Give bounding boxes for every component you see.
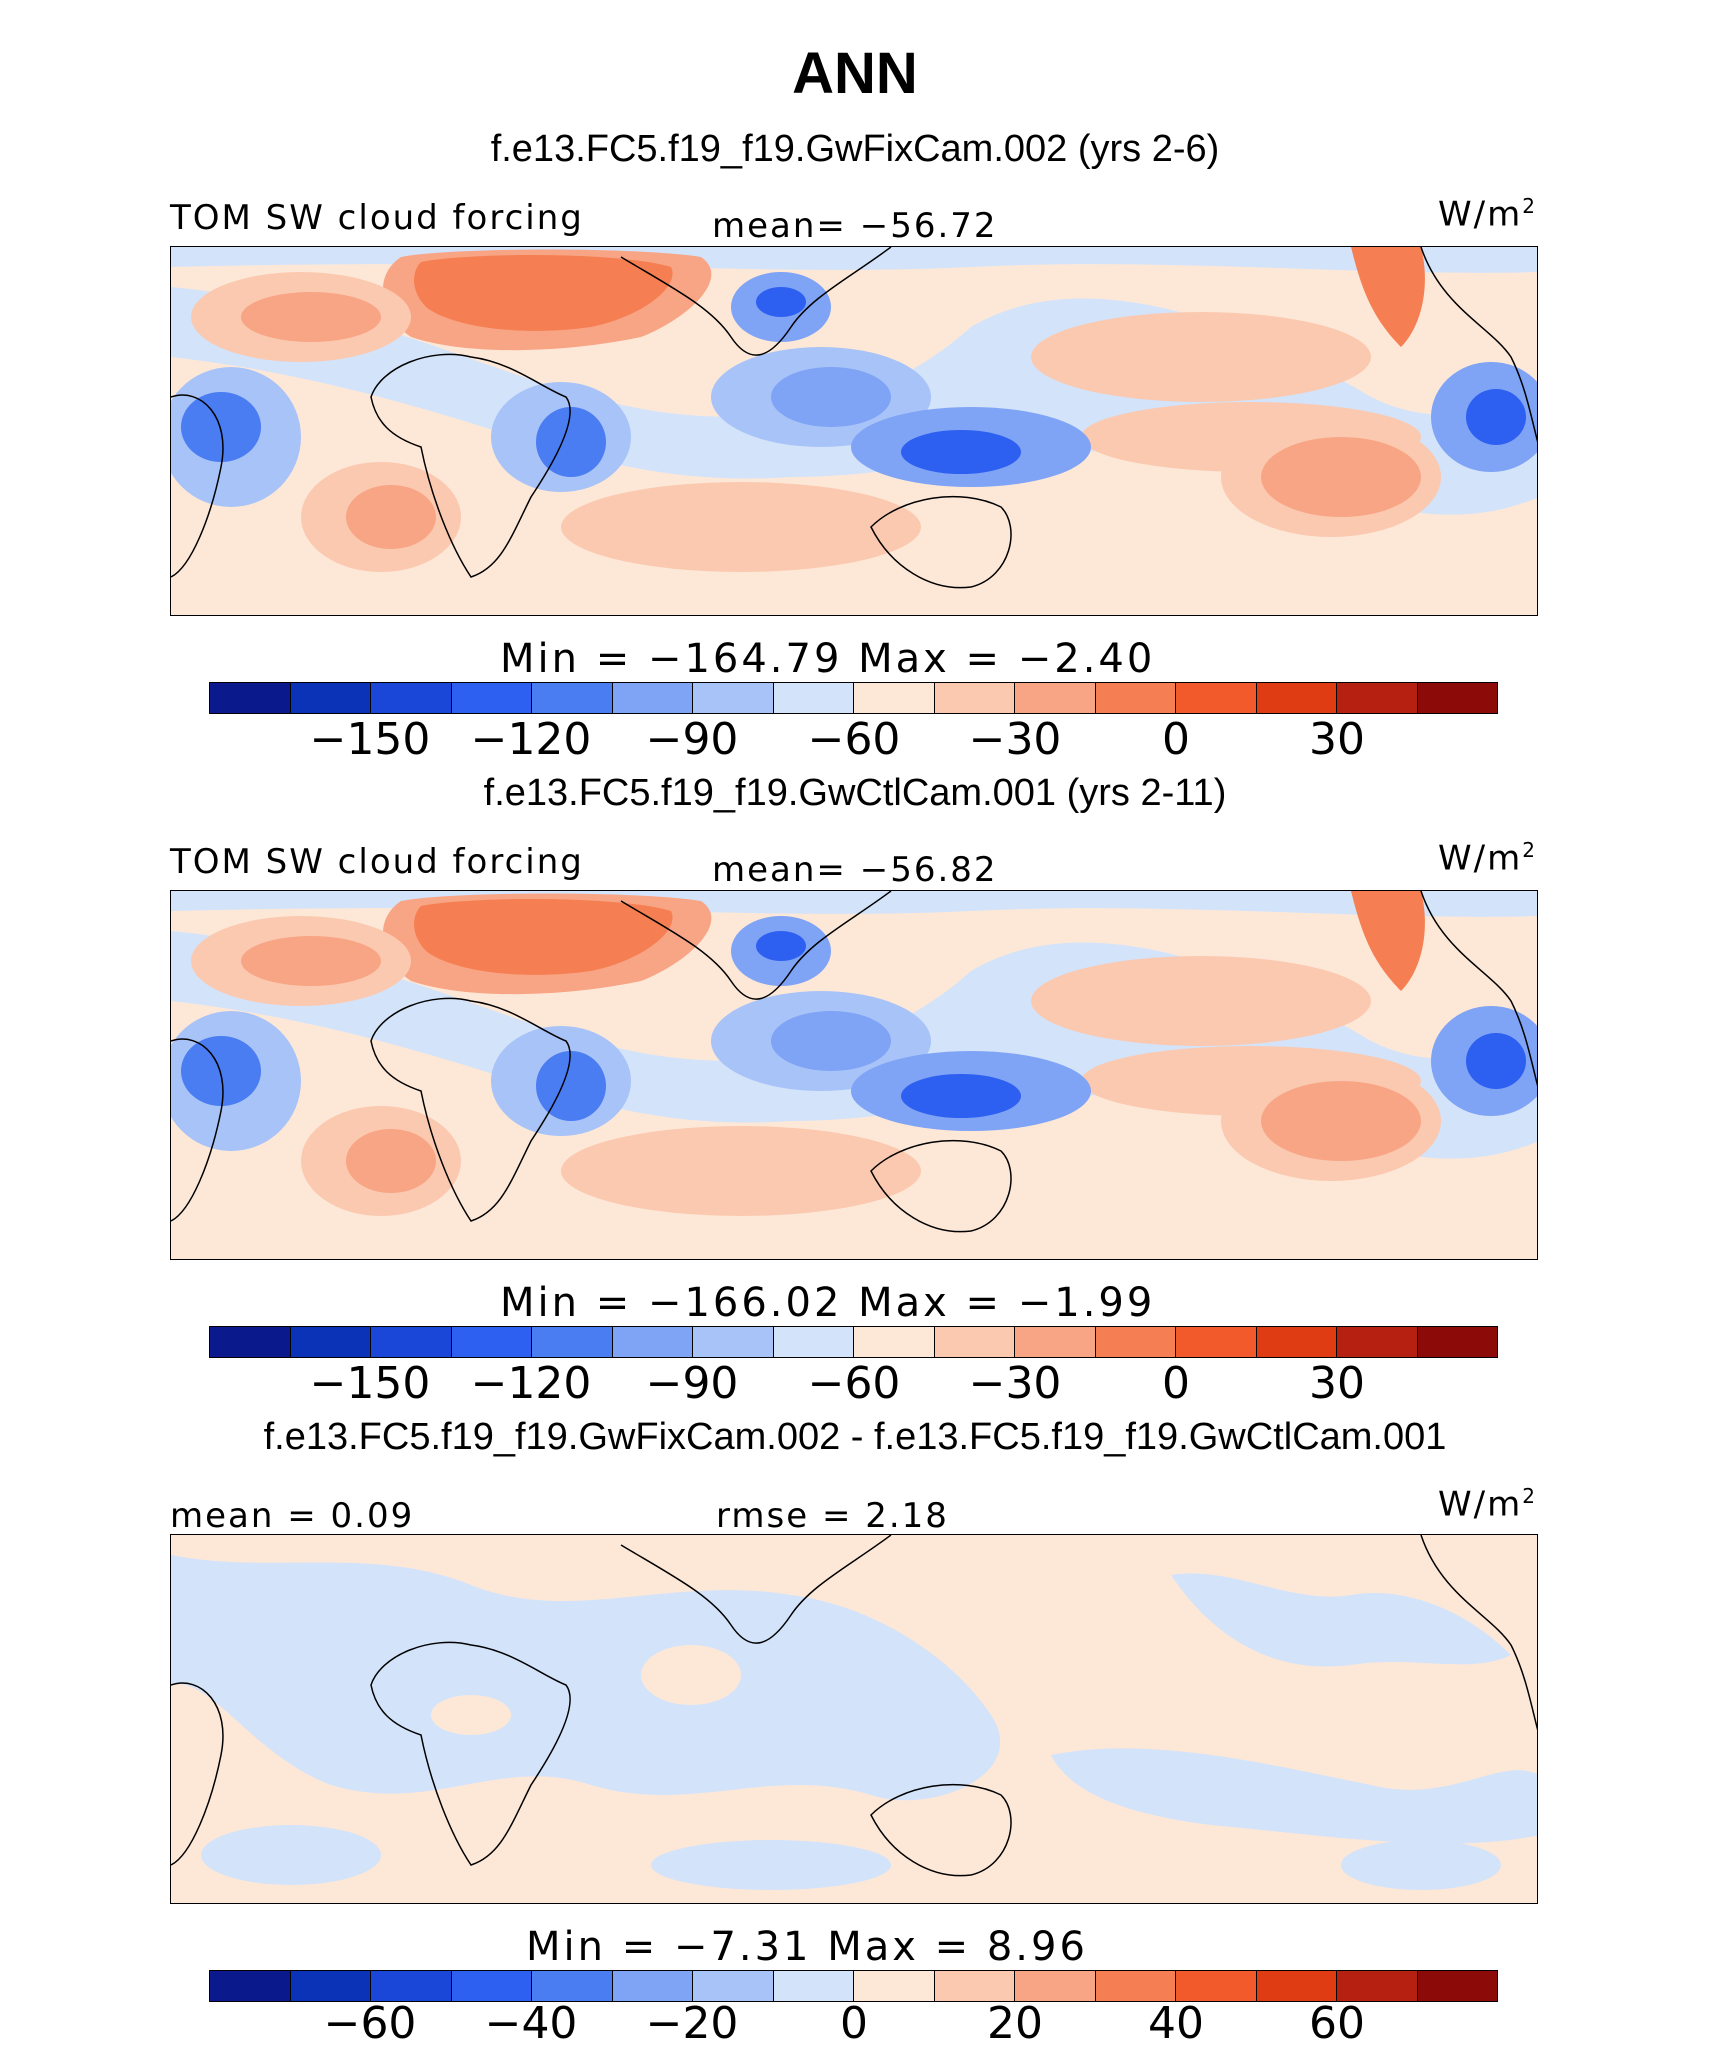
- colorbar-swatch: [693, 683, 774, 713]
- colorbar-swatch: [854, 683, 935, 713]
- panel-1-contour-field: [171, 247, 1537, 615]
- panel-1-tick: −30: [968, 714, 1062, 765]
- panel-3-tick: 20: [987, 1998, 1043, 2049]
- colorbar-swatch: [290, 1971, 371, 2001]
- panel-3-contour-field: [171, 1535, 1537, 1903]
- panel-1-tick: 0: [1162, 714, 1190, 765]
- colorbar-swatch: [451, 1971, 532, 2001]
- panel-1-tick: −90: [645, 714, 739, 765]
- colorbar-swatch: [451, 1327, 532, 1357]
- panel-2-case-title: f.e13.FC5.f19_f19.GwCtlCam.001 (yrs 2-11…: [483, 772, 1227, 814]
- colorbar-swatch: [693, 1327, 774, 1357]
- panel-1-tick: −60: [807, 714, 901, 765]
- panel-3-tick: 0: [840, 1998, 868, 2049]
- panel-2-tick: −150: [309, 1358, 431, 1409]
- panel-2-map: [170, 890, 1538, 1260]
- panel-1-mean-label: mean= −56.72: [712, 206, 998, 246]
- panel-2-min-max: Min = −166.02 Max = −1.99: [500, 1280, 1156, 1326]
- colorbar-swatch: [1176, 1327, 1257, 1357]
- panel-2-tick: −30: [968, 1358, 1062, 1409]
- colorbar-swatch: [1256, 1327, 1337, 1357]
- colorbar-swatch: [532, 1971, 613, 2001]
- colorbar-swatch: [934, 1327, 1015, 1357]
- colorbar-swatch: [290, 683, 371, 713]
- panel-1-map: [170, 246, 1538, 616]
- panel-2-tick: 0: [1162, 1358, 1190, 1409]
- panel-2-tick: 30: [1309, 1358, 1365, 1409]
- colorbar-swatch: [451, 683, 532, 713]
- colorbar-swatch: [1015, 1327, 1096, 1357]
- colorbar-swatch: [773, 1327, 854, 1357]
- colorbar-swatch: [1095, 1971, 1176, 2001]
- panel-3-rmse-label: rmse = 2.18: [716, 1496, 949, 1536]
- colorbar-swatch: [1337, 683, 1418, 713]
- colorbar-swatch: [290, 1327, 371, 1357]
- colorbar-swatch: [1256, 1971, 1337, 2001]
- panel-2-colorbar: [209, 1326, 1498, 1358]
- panel-1-min-max: Min = −164.79 Max = −2.40: [500, 636, 1156, 682]
- colorbar-swatch: [371, 1971, 452, 2001]
- panel-3-units: W/m2: [1438, 1484, 1537, 1525]
- colorbar-swatch: [854, 1327, 935, 1357]
- panel-3-tick: −60: [323, 1998, 417, 2049]
- colorbar-swatch: [532, 1327, 613, 1357]
- colorbar-swatch: [1417, 1327, 1497, 1357]
- panel-2-mean-label: mean= −56.82: [712, 850, 998, 890]
- panel-2-contour-field: [171, 891, 1537, 1259]
- colorbar-swatch: [854, 1971, 935, 2001]
- panel-1-tick: −120: [470, 714, 592, 765]
- colorbar-swatch: [1015, 1971, 1096, 2001]
- colorbar-swatch: [1256, 683, 1337, 713]
- colorbar-swatch: [532, 683, 613, 713]
- colorbar-swatch: [612, 1327, 693, 1357]
- panel-3-tick: −40: [484, 1998, 578, 2049]
- panel-3-case-title: f.e13.FC5.f19_f19.GwFixCam.002 - f.e13.F…: [263, 1416, 1447, 1458]
- colorbar-swatch: [934, 683, 1015, 713]
- colorbar-swatch: [1095, 1327, 1176, 1357]
- panel-2-variable-label: TOM SW cloud forcing: [170, 842, 584, 882]
- panel-2-tick: −60: [807, 1358, 901, 1409]
- panel-1-units: W/m2: [1438, 194, 1537, 235]
- panel-1-colorbar: [209, 682, 1498, 714]
- panel-1-case-title: f.e13.FC5.f19_f19.GwFixCam.002 (yrs 2-6): [490, 128, 1220, 170]
- colorbar-swatch: [371, 1327, 452, 1357]
- panel-3-colorbar: [209, 1970, 1498, 2002]
- panel-3-map: [170, 1534, 1538, 1904]
- colorbar-swatch: [1095, 683, 1176, 713]
- colorbar-swatch: [934, 1971, 1015, 2001]
- panel-3-mean-label: mean = 0.09: [170, 1496, 415, 1536]
- panel-3-min-max: Min = −7.31 Max = 8.96: [526, 1924, 1088, 1970]
- colorbar-swatch: [612, 683, 693, 713]
- panel-3-tick: 40: [1148, 1998, 1204, 2049]
- colorbar-swatch: [1417, 683, 1497, 713]
- colorbar-swatch: [1015, 683, 1096, 713]
- colorbar-swatch: [1337, 1971, 1418, 2001]
- panel-1-tick: −150: [309, 714, 431, 765]
- panel-3-tick: −20: [645, 1998, 739, 2049]
- panel-2-tick: −90: [645, 1358, 739, 1409]
- figure-title: ANN: [792, 41, 918, 106]
- panel-3-tick: 60: [1309, 1998, 1365, 2049]
- colorbar-swatch: [693, 1971, 774, 2001]
- colorbar-swatch: [210, 1327, 291, 1357]
- colorbar-swatch: [773, 1971, 854, 2001]
- colorbar-swatch: [612, 1971, 693, 2001]
- colorbar-swatch: [371, 683, 452, 713]
- colorbar-swatch: [1176, 1971, 1257, 2001]
- colorbar-swatch: [1417, 1971, 1497, 2001]
- colorbar-swatch: [210, 1971, 291, 2001]
- panel-1-variable-label: TOM SW cloud forcing: [170, 198, 584, 238]
- colorbar-swatch: [210, 683, 291, 713]
- panel-1-tick: 30: [1309, 714, 1365, 765]
- colorbar-swatch: [1337, 1327, 1418, 1357]
- colorbar-swatch: [773, 683, 854, 713]
- colorbar-swatch: [1176, 683, 1257, 713]
- panel-2-tick: −120: [470, 1358, 592, 1409]
- panel-2-units: W/m2: [1438, 838, 1537, 879]
